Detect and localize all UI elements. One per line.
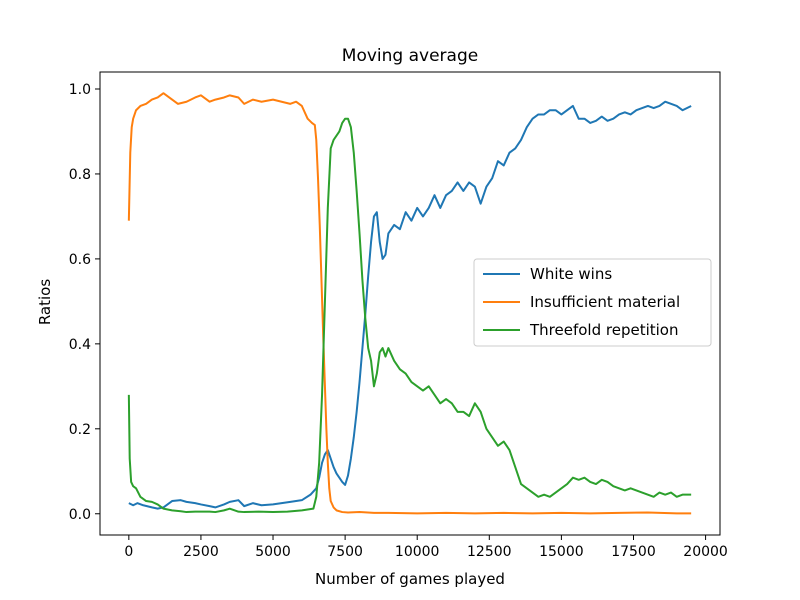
series-line-insufficient-material bbox=[127, 92, 692, 515]
y-tick-label: 0.0 bbox=[69, 507, 91, 523]
legend-label: White wins bbox=[530, 265, 612, 283]
x-tick-label: 2500 bbox=[183, 544, 219, 560]
legend-box bbox=[473, 258, 712, 347]
axes-frame bbox=[99, 71, 721, 536]
y-tick-label: 0.2 bbox=[69, 422, 91, 438]
x-tick-label: 17500 bbox=[611, 544, 656, 560]
series-line-threefold-repetition bbox=[127, 117, 692, 514]
y-tick-label: 1.0 bbox=[69, 82, 91, 98]
y-tick-label: 0.8 bbox=[69, 167, 91, 183]
legend-label: Insufficient material bbox=[530, 293, 680, 311]
x-tick-label: 15000 bbox=[539, 544, 584, 560]
x-tick-label: 0 bbox=[124, 544, 133, 560]
x-axis-label: Number of games played bbox=[315, 570, 505, 588]
plot-area bbox=[127, 92, 692, 515]
x-tick-label: 12500 bbox=[467, 544, 512, 560]
y-tick-label: 0.4 bbox=[69, 337, 91, 353]
legend-label: Threefold repetition bbox=[529, 321, 678, 339]
y-tick-label: 0.6 bbox=[69, 252, 91, 268]
x-tick-label: 10000 bbox=[395, 544, 440, 560]
axes: 0 2500 5000 7500 10000 12500 15000 17500 20000 0.… bbox=[69, 71, 728, 560]
x-tick-label: 5000 bbox=[255, 544, 291, 560]
x-tick-label: 7500 bbox=[327, 544, 363, 560]
y-axis-label: Ratios bbox=[36, 279, 54, 326]
legend: White wins Insufficient material Threefold… bbox=[473, 258, 712, 347]
series-line-white-wins bbox=[128, 100, 692, 510]
chart-title: Moving average bbox=[342, 46, 478, 66]
x-tick-label: 20000 bbox=[683, 544, 728, 560]
